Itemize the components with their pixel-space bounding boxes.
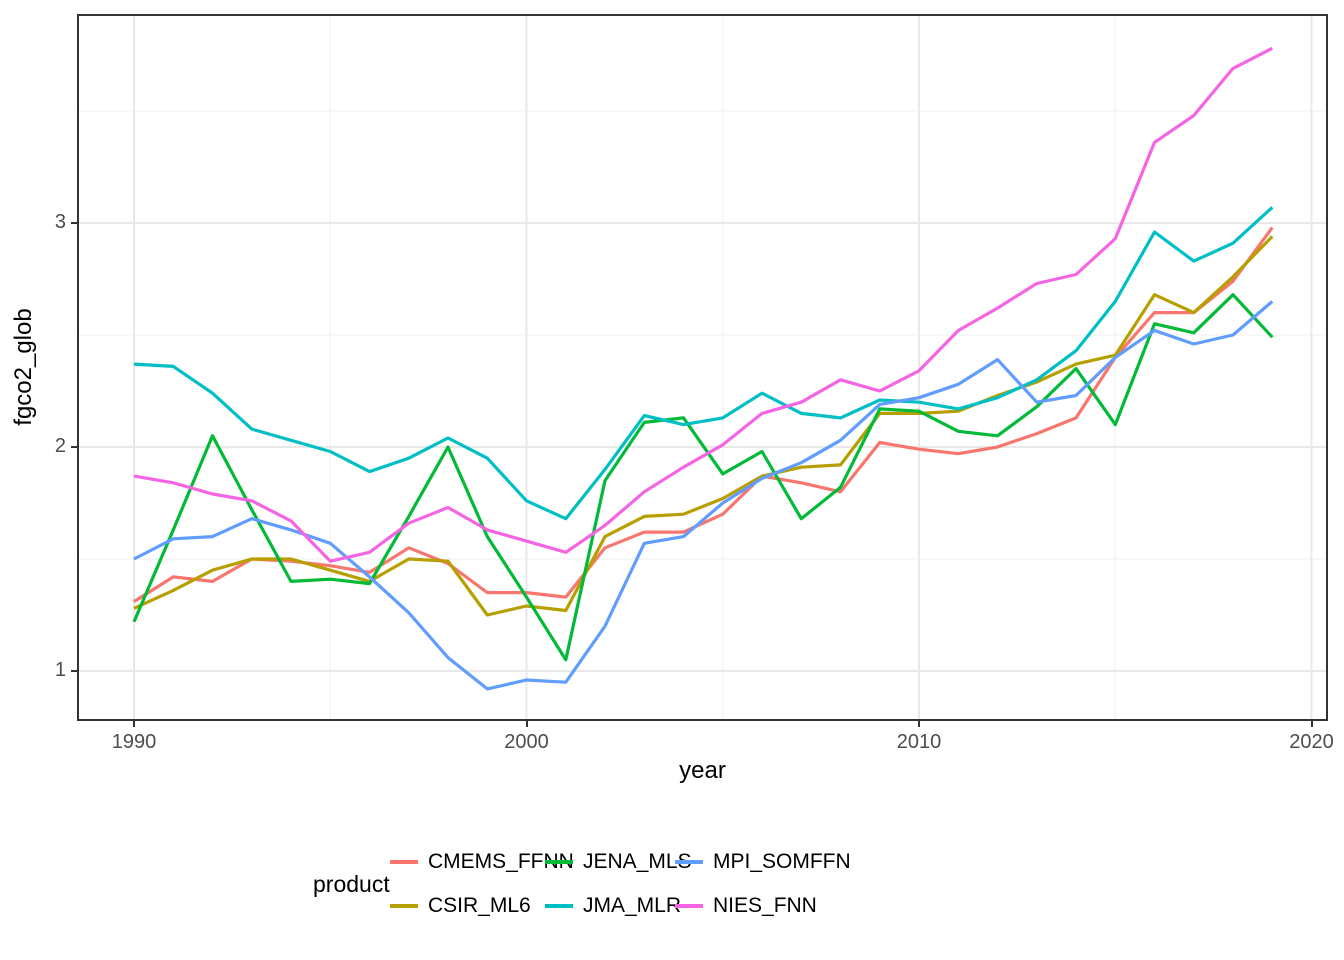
legend-title: product xyxy=(313,871,390,897)
y-tick-mark xyxy=(71,446,77,448)
plot-svg xyxy=(79,16,1326,719)
series-line-JENA_MLS xyxy=(132,293,1274,662)
legend-item-JMA_MLR: JMA_MLR xyxy=(545,893,681,919)
legend-label: JMA_MLR xyxy=(583,894,682,917)
legend-key-line xyxy=(675,904,703,908)
legend-key-line xyxy=(545,904,573,908)
legend-key-line xyxy=(545,860,573,864)
legend-label: MPI_SOMFFN xyxy=(713,850,851,873)
x-tick-label: 2010 xyxy=(896,731,942,753)
x-tick-label: 2000 xyxy=(504,731,549,753)
legend-item-NIES_FNN: NIES_FNN xyxy=(675,893,817,919)
legend-item-CSIR_ML6: CSIR_ML6 xyxy=(390,893,531,919)
x-axis-title: year xyxy=(679,757,726,784)
y-axis-title: fgco2_glob xyxy=(10,308,37,426)
x-tick-label: 1990 xyxy=(111,731,157,753)
y-tick-mark xyxy=(71,670,77,672)
legend-label: JENA_MLS xyxy=(583,850,692,873)
series-line-CMEMS_FFNN xyxy=(133,226,1274,603)
legend-item-JENA_MLS: JENA_MLS xyxy=(545,849,692,875)
legend-label: CMEMS_FFNN xyxy=(428,850,574,873)
legend-label: CSIR_ML6 xyxy=(428,894,531,917)
series-line-NIES_FNN xyxy=(133,46,1274,563)
series-line-CSIR_ML6 xyxy=(133,235,1274,617)
x-tick-mark xyxy=(1310,721,1313,727)
x-tick-mark xyxy=(133,721,135,727)
x-tick-mark xyxy=(918,721,920,727)
legend-label: NIES_FNN xyxy=(713,894,817,917)
x-tick-label: 2020 xyxy=(1289,731,1334,753)
legend-item-MPI_SOMFFN: MPI_SOMFFN xyxy=(675,849,851,875)
plot-panel xyxy=(77,14,1328,721)
x-tick-mark xyxy=(525,721,528,727)
y-tick-mark xyxy=(71,222,77,224)
legend-key-line xyxy=(390,904,418,908)
legend-key-line xyxy=(675,860,703,864)
series-line-MPI_SOMFFN xyxy=(133,300,1274,691)
y-tick-label: 3 xyxy=(54,211,66,233)
y-tick-label: 2 xyxy=(54,435,66,457)
legend-item-CMEMS_FFNN: CMEMS_FFNN xyxy=(390,849,574,875)
series-line-JMA_MLR xyxy=(133,206,1274,521)
legend-key-line xyxy=(390,860,418,864)
y-tick-label: 1 xyxy=(54,659,66,681)
